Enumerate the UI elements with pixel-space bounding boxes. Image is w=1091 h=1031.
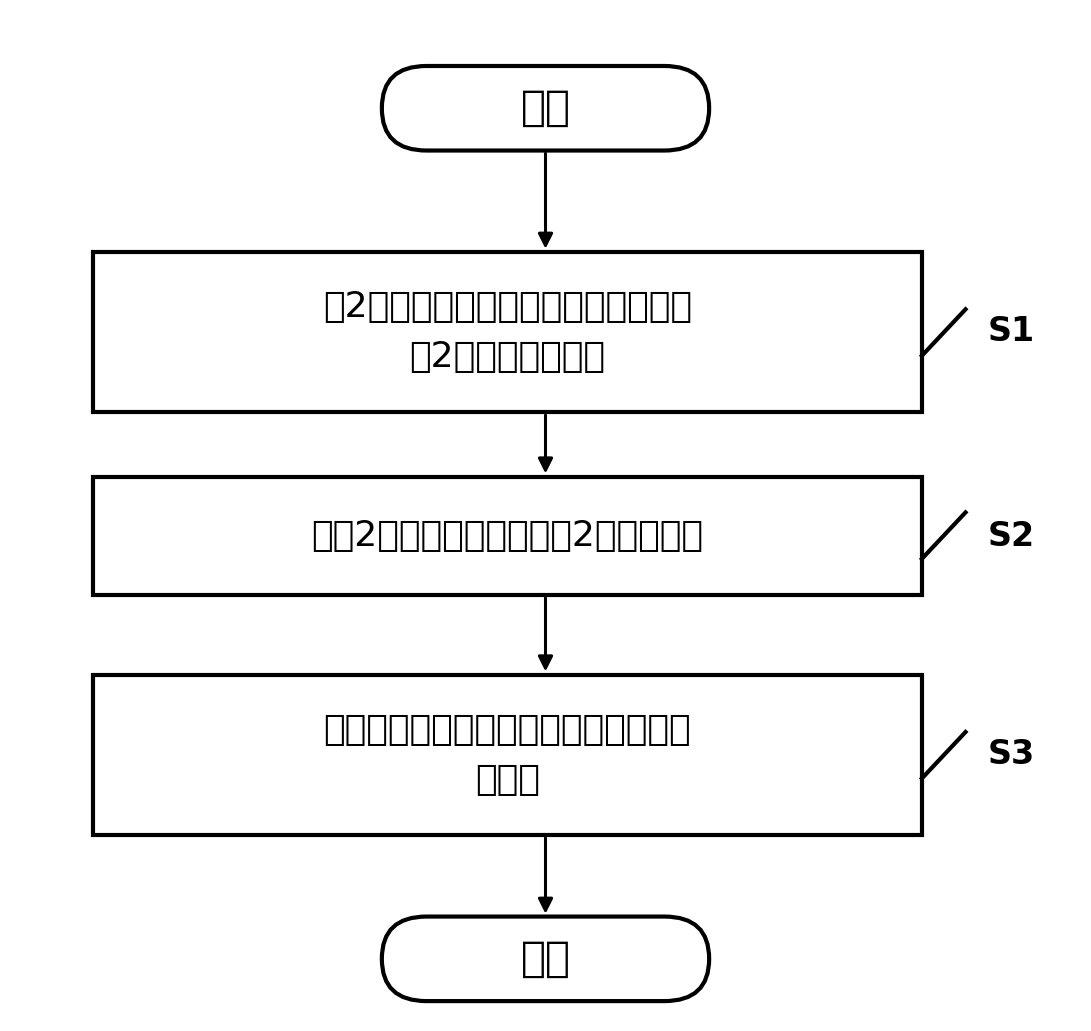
Text: 按照调整参数对相应的并行数字信号进
行调整: 按照调整参数对相应的并行数字信号进 行调整 bbox=[324, 712, 691, 797]
Text: 结束: 结束 bbox=[520, 938, 571, 979]
Text: 开始: 开始 bbox=[520, 88, 571, 129]
Bar bbox=[93, 252, 922, 411]
Text: S2: S2 bbox=[987, 520, 1034, 553]
Bar bbox=[93, 674, 922, 835]
Text: 根据2路测试数字信号计算2路调整参数: 根据2路测试数字信号计算2路调整参数 bbox=[311, 520, 704, 553]
Bar bbox=[93, 477, 922, 596]
Text: 具2路测试模拟信号进行模数转换，得
到2路测试数字信号: 具2路测试模拟信号进行模数转换，得 到2路测试数字信号 bbox=[323, 290, 692, 374]
Text: S1: S1 bbox=[987, 315, 1034, 348]
FancyBboxPatch shape bbox=[382, 917, 709, 1001]
FancyBboxPatch shape bbox=[382, 66, 709, 151]
Text: S3: S3 bbox=[987, 738, 1034, 771]
